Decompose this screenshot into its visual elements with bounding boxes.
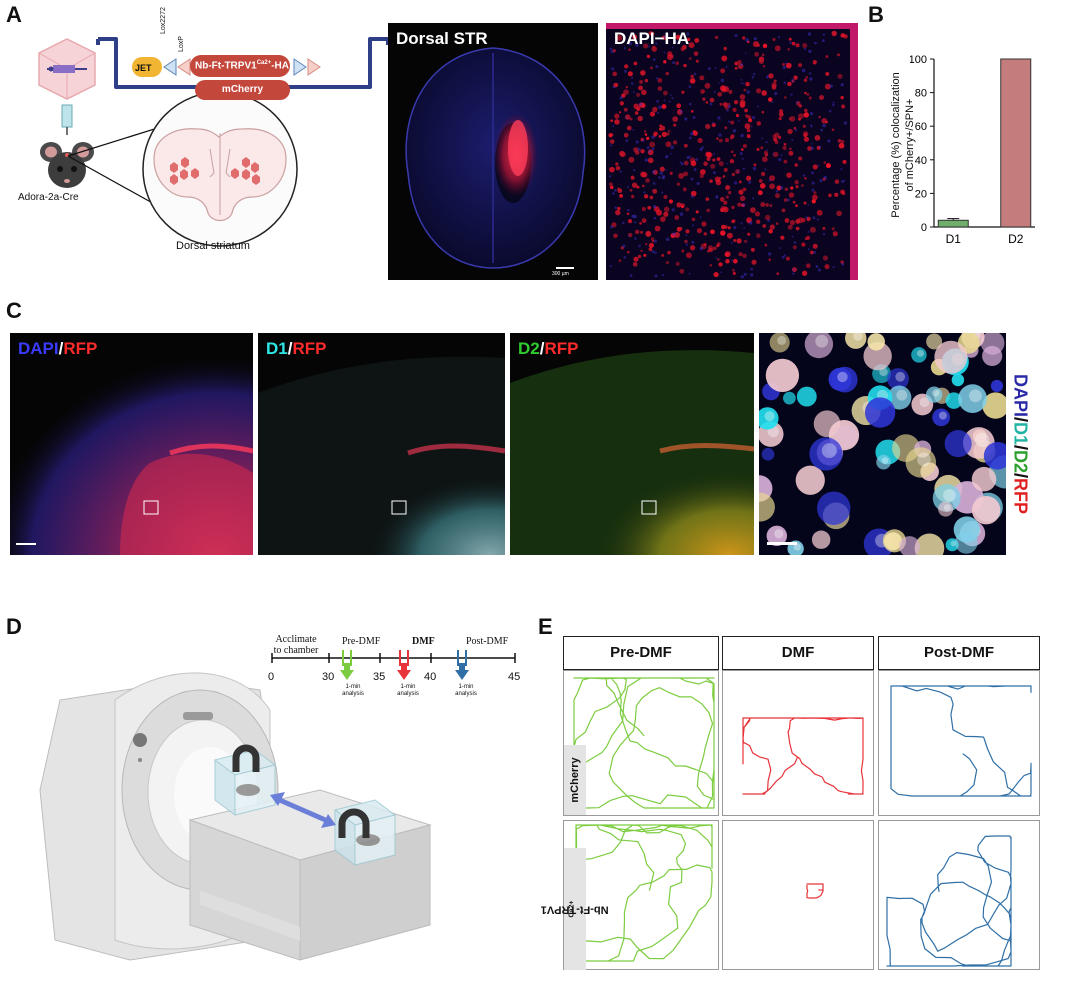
x-tick-label-d1: D1 [946,232,962,246]
jet-label: JET [135,63,152,73]
dapi-rfp-label: DAPI/RFP [18,339,98,358]
lox2272-label: Lox2272 [160,7,167,34]
syringe-icon [61,104,73,135]
track-mcherry-post [878,670,1040,816]
analysis-label-post: 1-min analysis [455,684,477,697]
coronal-section-icon [142,91,298,247]
dapi-ha-image: DAPI−HA [606,23,858,280]
track-trpv1-post [878,820,1040,970]
panel-letter-d: D [6,614,22,639]
colocalization-bar-chart: 0 20 40 60 80 100 D1 D2 [910,54,1035,246]
chamber-inside [213,749,277,816]
scale-bar-label: 300 µm [552,271,569,277]
scale-bar [767,542,797,545]
x-tick-label-d2: D2 [1008,232,1024,246]
loxp-left [177,58,191,76]
panel-letter-c: C [6,298,22,323]
mcherry-gene [195,80,290,100]
timeline-post-dmf: Post-DMF [466,636,509,647]
transfer-arrow-icon [270,792,336,828]
timeline-tick-35: 35 [373,671,386,683]
merged-zoom-image [759,333,1006,555]
scale-bar [556,267,574,269]
y-tick-label: 20 [915,188,927,200]
analysis-label-dmf: 1-min analysis [397,684,419,697]
panel-letter-e: E [538,614,553,639]
y-tick-label: 40 [915,155,927,167]
y-tick-label: 0 [921,222,927,234]
loxp-right [307,58,321,76]
panel-letter-b: B [868,2,884,27]
track-mcherry-dmf [722,670,874,816]
post-dmf-arrow [455,670,469,680]
movement-track [886,835,1012,967]
timeline-tick-45: 45 [508,671,521,683]
column-header-pre-dmf: Pre-DMF [563,636,719,670]
track-mcherry-pre [563,670,719,816]
y-tick-label: 100 [910,54,927,66]
pre-dmf-arrow [340,670,354,680]
mri-scanner-illustration [39,672,432,961]
y-tick-label: 60 [915,121,927,133]
dapi-ha-label: DAPI−HA [614,29,690,48]
movement-track [573,677,715,809]
trpv1-gene-label: Nb-Ft-TRPV1Ca2+-HA [195,60,289,72]
trpv1-gene [190,55,290,77]
dapi-rfp-image: DAPI/RFP [10,333,253,555]
timeline-dmf: DMF [412,636,435,647]
d1-rfp-label: D1/RFP [266,339,327,358]
dorsal-str-label: Dorsal STR [396,29,488,48]
row-label-mcherry: mCherry [564,745,586,815]
mcherry-gene-label: mCherry [221,84,264,95]
region-label: Dorsal striatum [176,240,250,252]
movement-track [742,717,864,795]
magnet-icon [232,744,370,838]
row-label-trpv1: Nb-Ft-TRPV1 Ca2+ [541,848,609,970]
jet-promoter [132,57,162,77]
lox2272-left [163,58,177,76]
movement-track [890,685,1032,797]
mouse-label: Adora-2a-Cre [18,192,79,203]
lox2272-right [293,58,307,76]
aav-virus-icon [38,38,96,100]
timeline-acclimate: Acclimate to chamber [273,634,319,656]
d2-rfp-image: D2/RFP [510,333,754,555]
movement-track [575,824,713,962]
bar-d2 [1000,58,1032,228]
column-header-post-dmf: Post-DMF [878,636,1040,670]
analysis-label-pre: 1-min analysis [342,684,364,697]
timeline-tick-0: 0 [268,671,275,683]
dorsal-str-image: Dorsal STR 300 µm [388,23,598,280]
panel-a-schematic [38,37,390,247]
scale-bar [16,543,36,545]
timeline-pre-dmf: Pre-DMF [342,636,381,647]
d2-rfp-label: D2/RFP [518,339,579,358]
loxp-label: LoxP [178,36,185,52]
bar-d1 [937,219,969,228]
experiment-timeline [271,650,516,680]
d1-rfp-image: D1/RFP [258,333,505,555]
track-trpv1-dmf [722,820,874,970]
track-trpv1-pre [563,820,719,970]
column-header-dmf: DMF [722,636,874,670]
merged-channel-legend: DAPI/D1/D2/RFP [1010,373,1031,515]
movement-track [806,883,824,899]
timeline-tick-30: 30 [322,671,335,683]
timeline-tick-40: 40 [424,671,437,683]
dmf-arrow [397,670,411,680]
mouse-icon [40,142,94,188]
viral-construct [96,37,390,100]
panel-letter-a: A [6,2,22,27]
y-tick-label: 80 [915,88,927,100]
